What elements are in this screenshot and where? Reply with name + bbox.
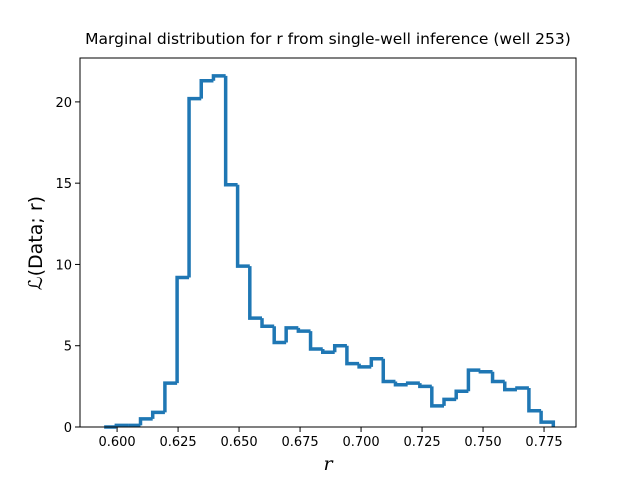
histogram-bin bbox=[248, 266, 263, 320]
plot-frame bbox=[79, 57, 577, 428]
y-axis-label: ℒ(Data; r) bbox=[25, 196, 47, 290]
histogram-bin bbox=[405, 381, 420, 385]
x-axis-label: r bbox=[323, 453, 334, 475]
histogram-bin bbox=[296, 327, 311, 333]
histogram-bin bbox=[150, 410, 165, 419]
y-tick-label: 20 bbox=[55, 96, 72, 111]
chart-title: Marginal distribution for r from single-… bbox=[85, 30, 571, 48]
x-tick-label: 0.675 bbox=[281, 435, 318, 450]
histogram-bin bbox=[284, 326, 299, 343]
x-tick-label: 0.775 bbox=[525, 435, 562, 450]
histogram-bin bbox=[332, 343, 347, 353]
y-tick-label: 0 bbox=[64, 421, 72, 436]
x-tick-label: 0.600 bbox=[98, 435, 135, 450]
y-tick-label: 5 bbox=[64, 340, 72, 355]
histogram-bin bbox=[527, 387, 542, 413]
histogram-bin bbox=[466, 368, 481, 392]
x-tick-label: 0.700 bbox=[342, 435, 379, 450]
histogram-bin bbox=[503, 381, 517, 392]
histogram-bin bbox=[345, 345, 360, 366]
y-tick-label: 10 bbox=[55, 258, 72, 273]
histogram-bin bbox=[478, 369, 493, 374]
histogram-bin bbox=[381, 358, 396, 384]
histogram-bin bbox=[199, 79, 214, 99]
histogram-bin bbox=[138, 417, 153, 426]
histogram-bin bbox=[357, 363, 372, 369]
histogram-bin bbox=[418, 383, 432, 389]
histogram-bin bbox=[393, 381, 408, 387]
histogram-bin bbox=[308, 331, 323, 351]
x-tick-label: 0.625 bbox=[159, 435, 196, 450]
histogram-bin bbox=[187, 96, 202, 278]
histogram-bin bbox=[260, 318, 275, 328]
histogram-bin bbox=[430, 386, 445, 408]
histogram-bin bbox=[272, 326, 287, 345]
histogram-bin bbox=[223, 75, 238, 187]
histogram-bin bbox=[442, 397, 457, 406]
histogram-bin bbox=[211, 74, 226, 81]
histogram-bin bbox=[235, 184, 250, 268]
histogram-bin bbox=[163, 381, 178, 413]
x-tick-label: 0.750 bbox=[464, 435, 501, 450]
histogram-bin bbox=[515, 386, 529, 390]
histogram-bin bbox=[114, 423, 129, 428]
histogram-bin bbox=[539, 410, 556, 427]
x-tick-label: 0.650 bbox=[220, 435, 257, 450]
x-tick-label: 0.725 bbox=[403, 435, 440, 450]
histogram-bin bbox=[454, 389, 469, 400]
histogram-bin bbox=[321, 348, 335, 354]
histogram-bin bbox=[369, 356, 384, 367]
histogram-bin bbox=[490, 371, 505, 384]
histogram-bin bbox=[175, 275, 190, 384]
y-tick-label: 15 bbox=[55, 177, 72, 192]
